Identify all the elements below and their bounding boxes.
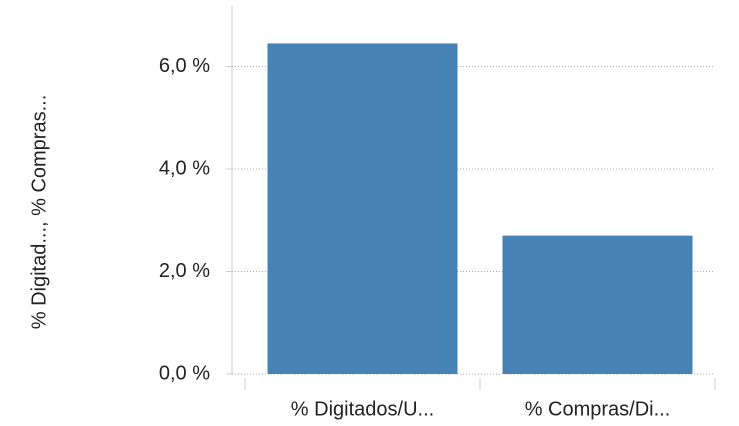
x-tick-label: % Compras/Di... xyxy=(525,398,671,420)
bar xyxy=(267,43,458,374)
y-tick-label: 4,0 % xyxy=(159,157,210,179)
y-tick-label: 0,0 % xyxy=(159,362,210,384)
y-tick-label: 2,0 % xyxy=(159,260,210,282)
y-tick-label: 6,0 % xyxy=(159,55,210,77)
x-tick-label: % Digitados/U... xyxy=(291,398,434,420)
y-axis-label: % Digitad..., % Compras... xyxy=(28,95,50,330)
bar xyxy=(502,235,693,374)
